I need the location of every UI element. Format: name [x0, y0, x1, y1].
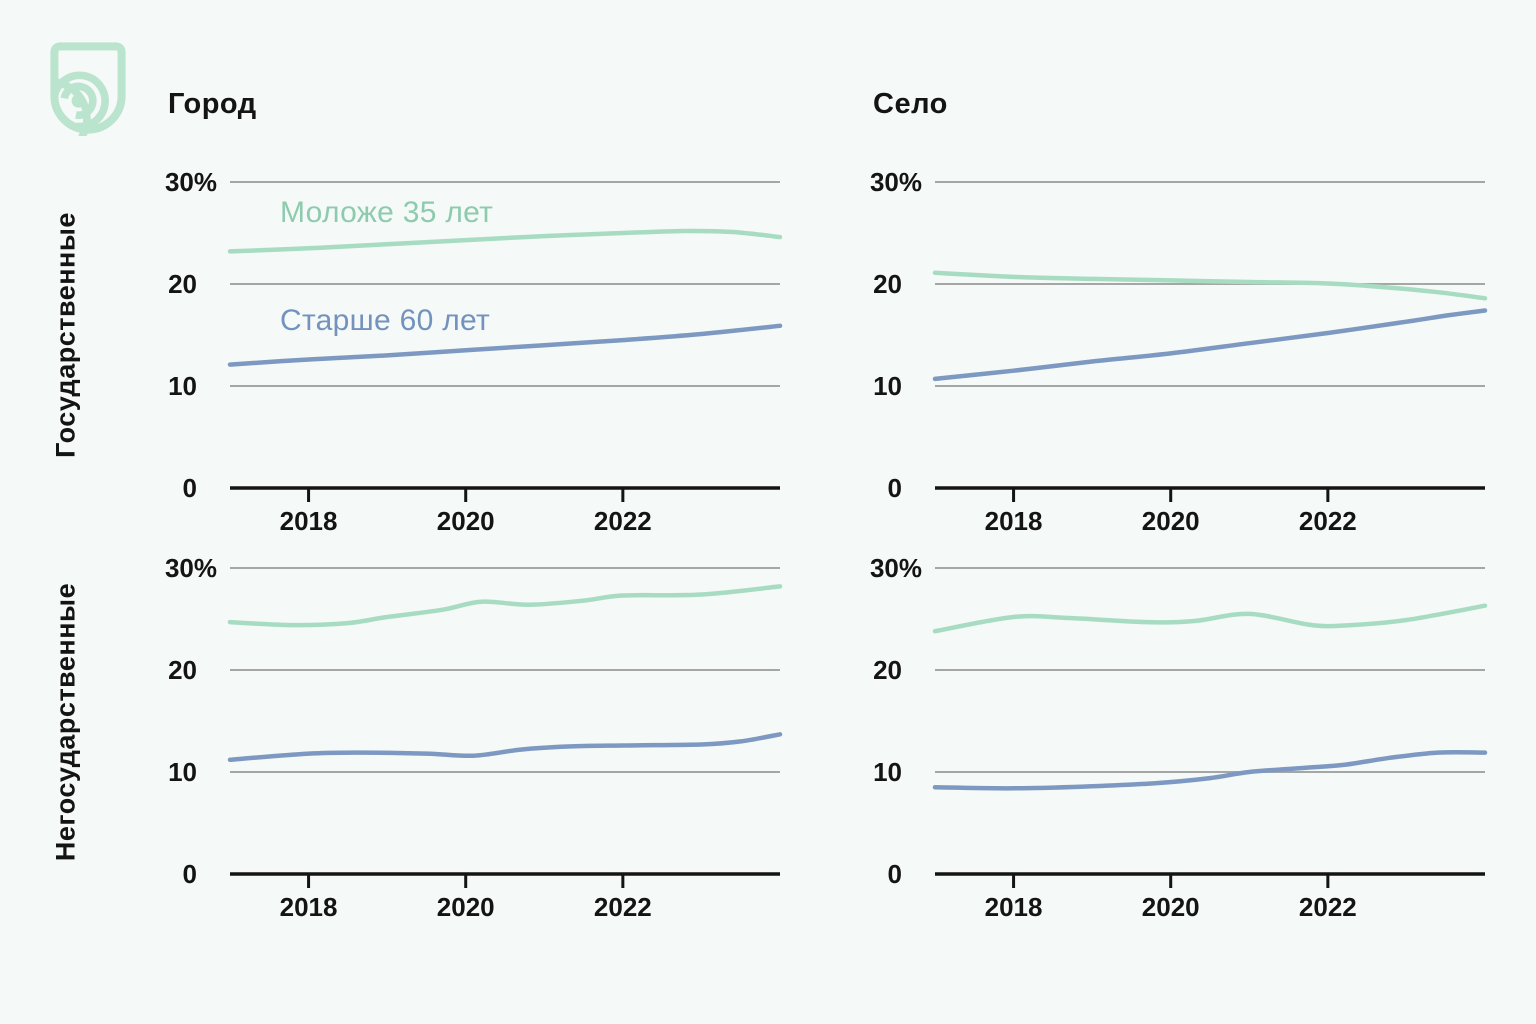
column-header-village: Село	[873, 88, 948, 120]
shield-signal-icon	[50, 42, 126, 140]
y-tick-label: 20	[168, 269, 197, 299]
y-tick-label: 0	[183, 473, 197, 503]
x-tick-label: 2022	[1299, 892, 1357, 922]
y-tick-label: 20	[873, 655, 902, 685]
y-tick-label: 10	[168, 757, 197, 787]
chart-state-city-canvas: 0 10 20 30% 2018 2020 2022	[165, 167, 783, 536]
series-line-green	[227, 228, 783, 254]
series-line-green	[227, 584, 783, 628]
chart-nonstate-village: 0 10 20 30% 2018 2020 2022	[865, 534, 1488, 934]
y-tick-label: 0	[888, 473, 902, 503]
y-tick-label: 20	[873, 269, 902, 299]
y-tick-label: 30%	[165, 553, 217, 583]
chart-state-village: 0 10 20 30% 2018 2020 2022	[865, 148, 1488, 548]
legend-younger-35-label: Моложе 35 лет	[280, 196, 494, 229]
chart-nonstate-city: 0 10 20 30% 2018 2020 2022	[160, 534, 783, 934]
x-tick-label: 2018	[280, 892, 338, 922]
series-line-blue	[227, 323, 783, 367]
chart-state-village-canvas: 0 10 20 30% 2018 2020 2022	[870, 167, 1488, 536]
y-tick-label: 20	[168, 655, 197, 685]
y-tick-label: 10	[873, 371, 902, 401]
brand-logo-icon	[48, 40, 128, 140]
x-tick-label: 2020	[1142, 506, 1200, 536]
column-header-city: Город	[168, 88, 257, 120]
chart-state-city: 0 10 20 30% 2018 2020 2022 Моложе 35 лет Старш…	[160, 148, 783, 548]
y-tick-label: 30%	[870, 167, 922, 197]
x-tick-label: 2020	[437, 506, 495, 536]
x-tick-label: 2020	[437, 892, 495, 922]
series-line-green	[932, 270, 1488, 301]
y-tick-label: 0	[888, 859, 902, 889]
y-tick-label: 30%	[870, 553, 922, 583]
x-tick-label: 2018	[280, 506, 338, 536]
y-tick-label: 10	[873, 757, 902, 787]
y-tick-label: 30%	[165, 167, 217, 197]
series-line-green	[932, 603, 1488, 634]
row-label-state: Государственные	[50, 212, 81, 458]
series-line-blue	[932, 308, 1488, 382]
x-tick-label: 2022	[1299, 506, 1357, 536]
chart-nonstate-village-canvas: 0 10 20 30% 2018 2020 2022	[870, 553, 1488, 922]
series-line-blue	[227, 732, 783, 763]
row-label-nonstate: Негосударственные	[50, 582, 81, 862]
x-tick-label: 2022	[594, 506, 652, 536]
legend-older-60-label: Старше 60 лет	[280, 304, 491, 337]
x-tick-label: 2018	[985, 892, 1043, 922]
chart-nonstate-city-canvas: 0 10 20 30% 2018 2020 2022	[165, 553, 783, 922]
x-tick-label: 2018	[985, 506, 1043, 536]
y-tick-label: 0	[183, 859, 197, 889]
x-tick-label: 2020	[1142, 892, 1200, 922]
y-tick-label: 10	[168, 371, 197, 401]
x-tick-label: 2022	[594, 892, 652, 922]
series-line-blue	[932, 749, 1488, 791]
